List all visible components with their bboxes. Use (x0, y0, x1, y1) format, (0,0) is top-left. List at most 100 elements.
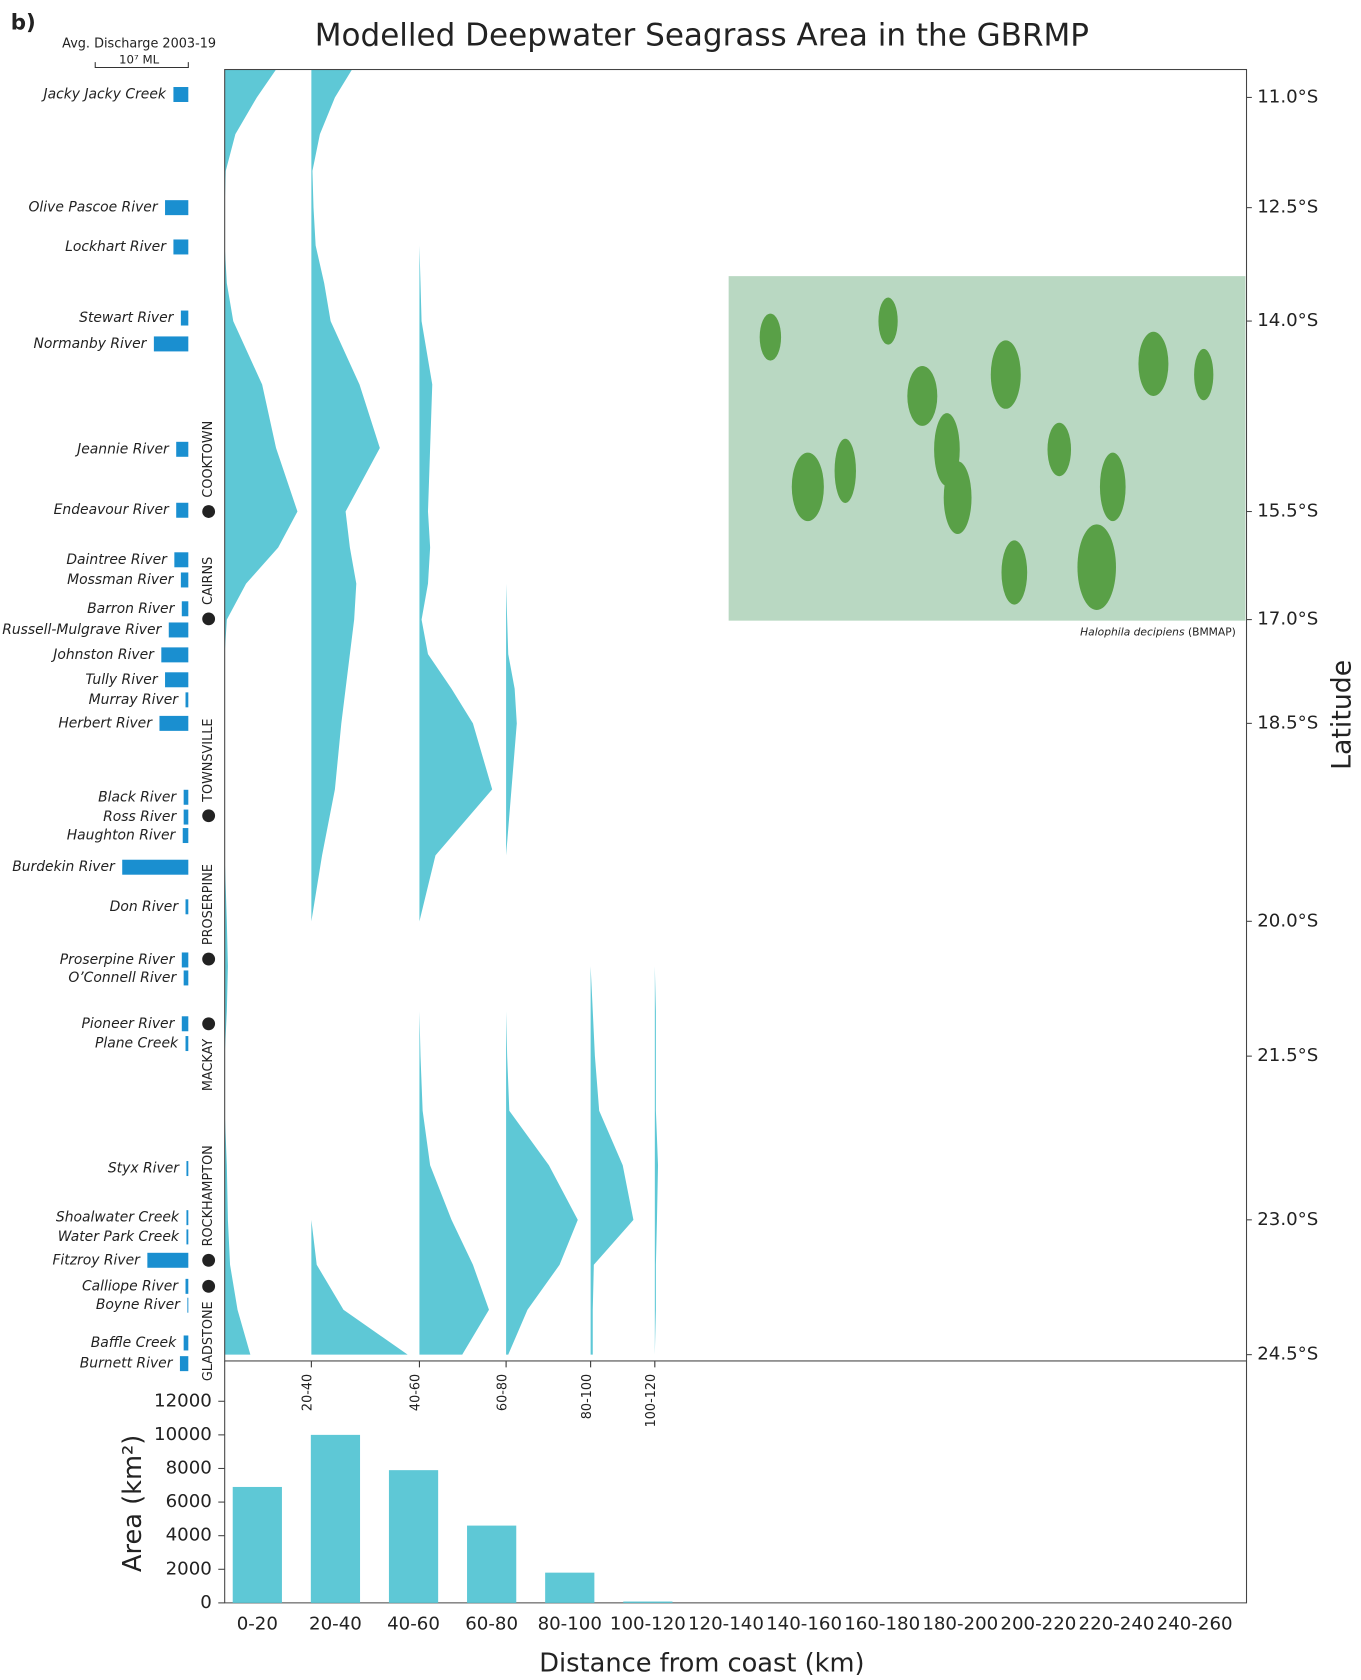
y-tick-label: 20.0°S (1257, 910, 1318, 931)
band-label: 80-100 (580, 1374, 595, 1419)
photo (729, 276, 1246, 621)
y-tick-label: 18.5°S (1257, 712, 1318, 733)
x-tick-label: 20-40 (309, 1613, 362, 1634)
river-label: Herbert River (58, 715, 153, 731)
discharge-bar (173, 239, 188, 254)
ridge-area (311, 70, 407, 1355)
bar (233, 1487, 282, 1603)
x-tick-label: 0-20 (237, 1613, 278, 1634)
discharge-bar (165, 200, 188, 215)
discharge-bar (165, 672, 188, 687)
y-tick-label: 6000 (166, 1491, 212, 1512)
x-tick-label: 120-140 (688, 1613, 764, 1634)
page: {"panel_label": "b)", "title": "Modelled… (0, 0, 1361, 1680)
caption-species: Halophila decipiens (1080, 625, 1185, 638)
discharge-bar (184, 1335, 189, 1350)
y-tick-label: 21.5°S (1257, 1045, 1318, 1066)
river-label: Boyne River (96, 1297, 181, 1313)
y-tick-label: 12000 (154, 1390, 212, 1411)
ridge-area (591, 70, 634, 1355)
y-tick-label: 15.5°S (1257, 501, 1318, 522)
town-label: CAIRNS (201, 557, 216, 605)
discharge-bar (154, 336, 188, 351)
river-label: Tully River (85, 672, 159, 688)
river-label: Pioneer River (82, 1016, 176, 1032)
y-tick-label: 4000 (166, 1525, 212, 1546)
bar (545, 1573, 594, 1603)
river-label: Fitzroy River (52, 1252, 141, 1268)
river-label: Black River (98, 789, 177, 805)
river-label: Burdekin River (12, 859, 116, 875)
x-axis-title: Distance from coast (km) (539, 1648, 864, 1678)
discharge-bar (182, 601, 189, 616)
discharge-bar (186, 1279, 189, 1294)
ridge-area (225, 70, 298, 1355)
river-label: Styx River (108, 1161, 180, 1177)
x-tick-label: 200-220 (1000, 1613, 1076, 1634)
river-label: Stewart River (79, 310, 175, 326)
bar (623, 1602, 672, 1603)
discharge-bar (184, 810, 189, 825)
river-label: Johnston River (50, 647, 155, 663)
town-marker (202, 953, 215, 966)
river-label: Don River (110, 899, 180, 915)
y-tick-label: 0 (200, 1592, 212, 1613)
ridge-area (506, 70, 578, 1355)
town-label: TOWNSVILLE (201, 719, 216, 803)
discharge-bar (183, 828, 189, 843)
x-tick-label: 180-200 (922, 1613, 998, 1634)
y-axis-title: Area (km²) (118, 1435, 148, 1572)
river-label: Mossman River (67, 572, 174, 588)
bar-frame (225, 1361, 1247, 1603)
discharge-bar (182, 1016, 189, 1031)
discharge-bar (159, 716, 188, 731)
ridge-area (655, 70, 658, 1355)
town-label: COOKTOWN (201, 421, 216, 498)
river-label: Endeavour River (54, 502, 170, 518)
discharge-title: Avg. Discharge 2003-19 (62, 36, 216, 51)
river-label: O’Connell River (68, 970, 177, 986)
x-tick-label: 220-240 (1079, 1613, 1155, 1634)
discharge-bar (147, 1253, 188, 1268)
y-tick-label: 14.0°S (1257, 310, 1318, 331)
town-marker (202, 612, 215, 625)
river-label: Lockhart River (65, 239, 167, 255)
discharge-bar (182, 952, 189, 967)
y-tick-label: 10000 (154, 1424, 212, 1445)
river-label: Shoalwater Creek (56, 1210, 180, 1226)
river-label: Burnett River (80, 1356, 174, 1372)
town-label: ROCKHAMPTON (201, 1145, 216, 1246)
town-marker (202, 1254, 215, 1267)
discharge-bar (186, 1161, 188, 1176)
x-tick-label: 40-60 (387, 1613, 440, 1634)
discharge-bar (180, 1356, 188, 1371)
discharge-bar (186, 1210, 188, 1225)
band-label: 40-60 (409, 1374, 424, 1411)
discharge-bar (174, 552, 188, 567)
photo-caption: Halophila decipiens (BMMAP) (1080, 625, 1236, 638)
discharge-scale-label: 10⁷ ML (119, 52, 160, 66)
town-marker (202, 1280, 215, 1293)
plot-frame (225, 70, 1247, 1361)
ridge-area (419, 70, 492, 1355)
x-tick-label: 100-120 (610, 1613, 686, 1634)
photo-background (729, 276, 1246, 621)
river-label: Barron River (87, 601, 175, 617)
discharge-bar (184, 790, 189, 805)
discharge-bar (181, 311, 188, 326)
town-label: PROSERPINE (201, 864, 216, 945)
discharge-bar (173, 87, 188, 102)
discharge-bar (186, 1036, 189, 1051)
figure-title: Modelled Deepwater Seagrass Area in the … (315, 17, 1089, 53)
y-tick-label: 11.0°S (1257, 86, 1318, 107)
river-label: Haughton River (67, 828, 177, 844)
y-tick-label: 17.0°S (1257, 609, 1318, 630)
band-label: 60-80 (495, 1374, 510, 1411)
discharge-bar (169, 622, 189, 637)
figure: b) Modelled Deepwater Seagrass Area in t… (0, 0, 1361, 1680)
river-label: Olive Pascoe River (29, 200, 159, 216)
y-tick-label: 8000 (166, 1457, 212, 1478)
river-label: Jacky Jacky Creek (41, 87, 167, 103)
town-label: GLADSTONE (201, 1301, 216, 1381)
x-tick-label: 80-100 (538, 1613, 602, 1634)
